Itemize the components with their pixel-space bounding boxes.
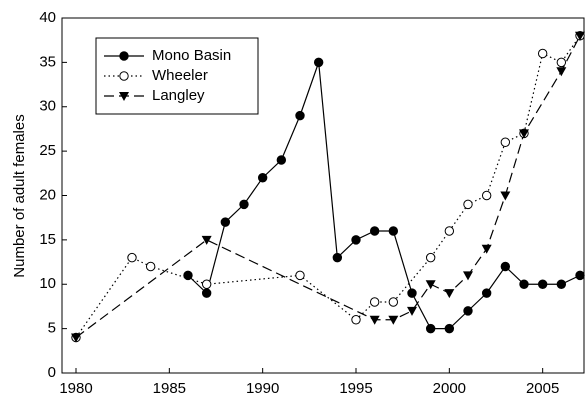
- data-point: [127, 252, 137, 263]
- data-point: [444, 289, 455, 299]
- data-point: [463, 199, 473, 210]
- data-point: [145, 261, 156, 272]
- data-point: [537, 48, 548, 59]
- legend-label: Mono Basin: [152, 47, 231, 64]
- data-point: [201, 279, 212, 289]
- data-point: [201, 235, 212, 245]
- data-point: [369, 226, 380, 236]
- y-axis-label: Number of adult females: [11, 114, 28, 277]
- x-tick-label: 1985: [153, 380, 186, 397]
- data-point: [425, 323, 436, 334]
- data-point: [388, 297, 399, 307]
- data-point: [556, 279, 567, 289]
- data-point: [220, 217, 231, 227]
- data-point: [71, 333, 81, 343]
- data-point: [388, 226, 399, 236]
- data-point: [407, 288, 417, 298]
- x-tick-label: 1990: [246, 380, 279, 397]
- legend-marker: [119, 92, 129, 101]
- y-tick-label: 5: [48, 320, 56, 337]
- data-point: [369, 297, 380, 307]
- data-point: [425, 252, 436, 263]
- y-tick-label: 0: [48, 364, 56, 381]
- y-tick-label: 10: [39, 275, 56, 292]
- data-point: [481, 190, 492, 201]
- y-tick-label: 30: [39, 98, 56, 115]
- y-tick-label: 15: [39, 231, 56, 248]
- legend-label: Langley: [152, 87, 205, 104]
- data-point: [351, 315, 361, 325]
- series-line: [187, 62, 581, 330]
- data-point: [295, 110, 305, 121]
- y-tick-label: 35: [39, 53, 56, 70]
- data-point: [463, 271, 473, 281]
- x-tick-label: 2000: [433, 380, 466, 397]
- data-point: [519, 279, 529, 289]
- data-point: [388, 315, 399, 325]
- x-tick-label: 1995: [339, 380, 372, 397]
- data-point: [575, 31, 585, 41]
- data-point: [556, 57, 567, 68]
- data-point: [425, 280, 436, 290]
- x-tick-label: 1980: [59, 380, 92, 397]
- data-point: [351, 235, 361, 245]
- data-point: [556, 67, 567, 77]
- data-point: [239, 199, 249, 210]
- data-point: [444, 323, 455, 334]
- legend: Mono Basin Wheeler Langley: [95, 37, 259, 115]
- data-point: [519, 129, 529, 139]
- data-point: [463, 306, 473, 316]
- y-tick-label: 20: [39, 186, 56, 203]
- data-point: [481, 244, 492, 254]
- data-point: [201, 288, 212, 298]
- x-tick-label: 2005: [526, 380, 559, 397]
- series-line: [75, 35, 581, 338]
- data-point: [575, 270, 585, 281]
- data-point: [332, 252, 343, 263]
- legend-marker: [119, 51, 129, 61]
- data-point: [407, 306, 417, 316]
- data-point: [257, 173, 268, 183]
- y-tick-label: 25: [39, 142, 56, 159]
- data-point: [481, 288, 492, 298]
- data-point: [500, 261, 511, 272]
- y-tick-label: 40: [39, 9, 56, 26]
- data-point: [537, 279, 548, 289]
- data-point: [295, 270, 305, 281]
- data-point: [313, 57, 324, 68]
- data-point: [500, 137, 511, 147]
- legend-marker: [119, 71, 129, 81]
- data-point: [444, 226, 455, 236]
- data-point: [276, 155, 287, 165]
- data-point: [183, 270, 193, 281]
- data-point: [500, 191, 511, 201]
- data-point: [369, 315, 380, 325]
- legend-label: Wheeler: [152, 67, 208, 84]
